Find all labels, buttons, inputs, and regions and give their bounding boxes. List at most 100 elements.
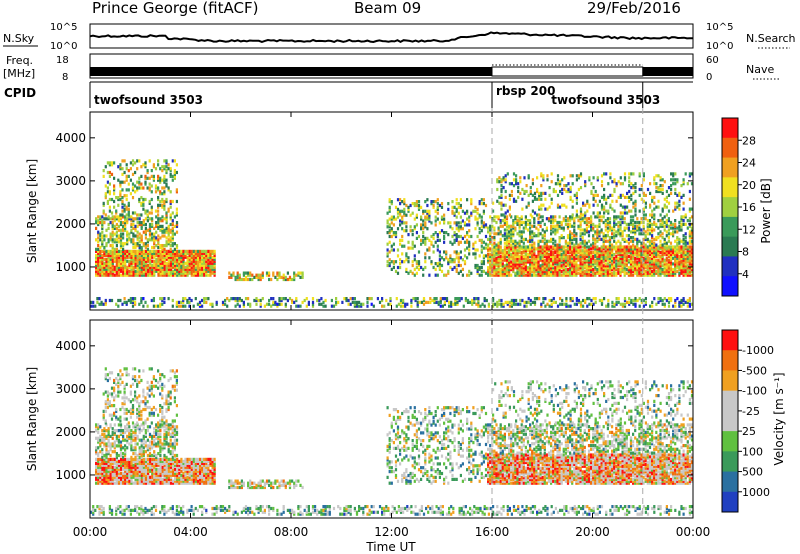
power-cell	[648, 256, 652, 260]
power-cell	[394, 234, 398, 239]
power-cell	[101, 234, 104, 238]
power-cell	[276, 277, 279, 282]
power-cell	[463, 254, 467, 258]
power-cell	[113, 251, 116, 255]
power-cell	[619, 211, 622, 215]
power-cell	[613, 271, 616, 275]
power-cell	[188, 304, 191, 308]
power-cell	[403, 209, 406, 213]
power-cell	[566, 217, 570, 221]
power-cell	[564, 219, 567, 223]
power-cell	[590, 252, 593, 257]
power-cell	[441, 297, 444, 301]
power-cell	[598, 268, 601, 272]
power-cell	[575, 271, 578, 275]
power-cell	[470, 213, 473, 217]
power-cell	[492, 297, 495, 301]
power-cell	[602, 247, 605, 251]
power-cell	[174, 269, 177, 273]
power-cell	[213, 259, 216, 263]
power-cell	[105, 273, 108, 277]
power-cell	[280, 275, 283, 279]
power-cell	[97, 222, 100, 227]
power-cell	[161, 269, 164, 273]
power-cell	[99, 267, 102, 271]
power-cell	[127, 213, 130, 217]
power-cell	[157, 163, 160, 167]
power-cell	[529, 264, 532, 268]
power-cell	[199, 249, 202, 253]
power-cell	[672, 256, 675, 260]
power-cell	[496, 178, 499, 182]
power-cell	[682, 254, 685, 258]
power-cell	[272, 271, 275, 275]
power-cell	[175, 199, 178, 204]
nsky-label: N.Sky	[3, 32, 35, 45]
power-cell	[270, 297, 273, 301]
power-cell	[436, 244, 439, 248]
power-cell	[499, 258, 502, 262]
power-cell	[97, 230, 100, 234]
power-cell	[123, 300, 126, 304]
power-cell	[132, 238, 135, 242]
power-cell	[401, 221, 404, 225]
power-cell	[672, 172, 675, 176]
power-cell	[213, 265, 216, 269]
power-cell	[349, 302, 352, 306]
power-cell	[512, 252, 515, 257]
power-cell	[453, 258, 456, 262]
power-cell	[600, 264, 603, 268]
power-cell	[609, 172, 612, 176]
power-cell	[194, 267, 197, 271]
power-cell	[611, 249, 614, 253]
power-cell	[392, 223, 395, 227]
power-cell	[516, 254, 519, 258]
power-cell	[171, 226, 174, 230]
power-cell	[628, 199, 631, 203]
power-cell	[642, 191, 645, 195]
power-cell	[370, 297, 373, 301]
power-cell	[585, 264, 588, 268]
power-cell	[167, 234, 170, 238]
power-cell	[543, 249, 546, 253]
power-cell	[126, 217, 129, 221]
power-cell	[531, 239, 534, 243]
power-cell	[577, 298, 580, 303]
power-cell	[583, 254, 586, 258]
power-cell	[669, 247, 673, 251]
power-cell	[186, 273, 189, 277]
power-cell	[625, 239, 628, 243]
power-cell	[512, 300, 516, 304]
power-cell	[151, 245, 154, 250]
power-cell	[140, 267, 143, 271]
power-cell	[201, 249, 204, 253]
power-cell	[165, 184, 168, 188]
power-cell	[514, 266, 517, 270]
power-cell	[211, 304, 214, 308]
power-cell	[169, 174, 172, 178]
power-cell	[623, 195, 627, 199]
power-cell	[113, 247, 116, 251]
power-cell	[457, 242, 460, 246]
power-cell	[142, 207, 145, 211]
power-cell	[474, 248, 477, 252]
power-cell	[134, 190, 137, 194]
power-cell	[482, 269, 485, 273]
power-cell	[131, 304, 135, 308]
power-cell	[583, 243, 586, 247]
power-cell	[678, 224, 681, 228]
power-cell	[592, 197, 595, 201]
power-cell	[623, 205, 627, 209]
power-cell	[455, 256, 458, 260]
power-cell	[521, 197, 524, 201]
power-cell	[510, 189, 513, 194]
power-cell	[480, 221, 483, 225]
power-cell	[172, 253, 175, 257]
power-cell	[499, 247, 502, 251]
power-cell	[109, 269, 112, 273]
power-cell	[642, 220, 645, 225]
power-cell	[457, 234, 460, 239]
power-cell	[632, 260, 635, 264]
power-cell	[577, 258, 580, 262]
power-cell	[584, 203, 587, 207]
